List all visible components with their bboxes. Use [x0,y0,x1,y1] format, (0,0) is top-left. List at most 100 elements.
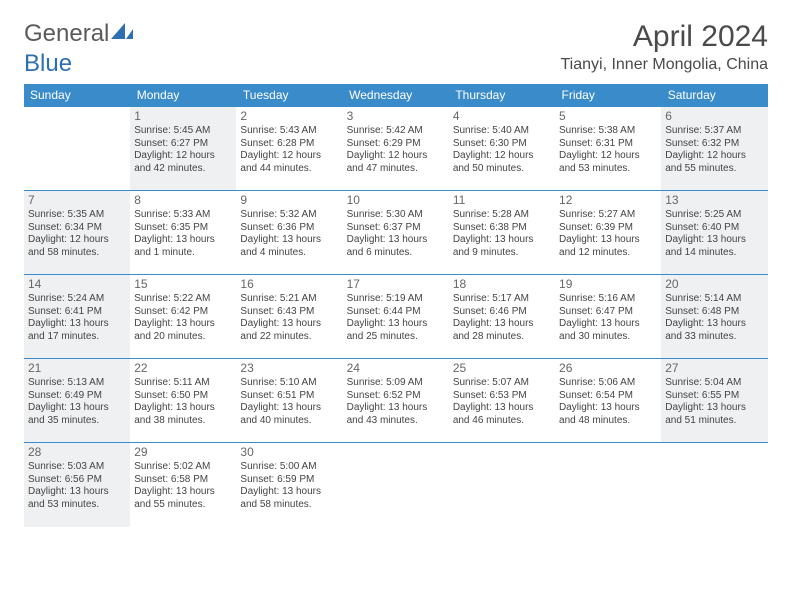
day-info-line: Sunrise: 5:33 AM [134,209,232,222]
logo-text-general: General [24,20,109,48]
calendar-cell: 3Sunrise: 5:42 AMSunset: 6:29 PMDaylight… [343,107,449,191]
day-info-line: and 51 minutes. [665,415,763,428]
day-info-line: Sunset: 6:59 PM [240,474,338,487]
calendar-cell: 7Sunrise: 5:35 AMSunset: 6:34 PMDaylight… [24,191,130,275]
day-info-line: Sunrise: 5:19 AM [347,293,445,306]
day-info-line: and 38 minutes. [134,415,232,428]
calendar-row: 7Sunrise: 5:35 AMSunset: 6:34 PMDaylight… [24,191,768,275]
day-number: 5 [559,109,657,124]
calendar-cell [24,107,130,191]
day-content: 7Sunrise: 5:35 AMSunset: 6:34 PMDaylight… [24,191,130,274]
day-info-line: Daylight: 13 hours [559,234,657,247]
day-number: 26 [559,361,657,376]
calendar-cell: 10Sunrise: 5:30 AMSunset: 6:37 PMDayligh… [343,191,449,275]
day-number: 18 [453,277,551,292]
day-info-line: Sunset: 6:47 PM [559,306,657,319]
day-info-line: Daylight: 13 hours [559,402,657,415]
day-number: 13 [665,193,763,208]
day-info-line: and 9 minutes. [453,247,551,260]
calendar-row: 21Sunrise: 5:13 AMSunset: 6:49 PMDayligh… [24,359,768,443]
day-info-line: Sunset: 6:34 PM [28,222,126,235]
day-info-line: Sunrise: 5:02 AM [134,461,232,474]
day-info-line: Sunset: 6:27 PM [134,138,232,151]
day-content: 14Sunrise: 5:24 AMSunset: 6:41 PMDayligh… [24,275,130,358]
day-content: 12Sunrise: 5:27 AMSunset: 6:39 PMDayligh… [555,191,661,274]
calendar-table: SundayMondayTuesdayWednesdayThursdayFrid… [24,84,768,527]
calendar-row: 14Sunrise: 5:24 AMSunset: 6:41 PMDayligh… [24,275,768,359]
day-info-line: Sunrise: 5:07 AM [453,377,551,390]
day-info-line: Sunrise: 5:45 AM [134,125,232,138]
day-info-line: Sunset: 6:51 PM [240,390,338,403]
day-number: 28 [28,445,126,460]
day-content: 10Sunrise: 5:30 AMSunset: 6:37 PMDayligh… [343,191,449,274]
calendar-body: 1Sunrise: 5:45 AMSunset: 6:27 PMDaylight… [24,107,768,527]
day-info-line: Sunset: 6:54 PM [559,390,657,403]
day-number: 11 [453,193,551,208]
day-number: 25 [453,361,551,376]
day-content: 13Sunrise: 5:25 AMSunset: 6:40 PMDayligh… [661,191,767,274]
day-content: 6Sunrise: 5:37 AMSunset: 6:32 PMDaylight… [661,107,767,190]
calendar-cell: 26Sunrise: 5:06 AMSunset: 6:54 PMDayligh… [555,359,661,443]
calendar-cell: 11Sunrise: 5:28 AMSunset: 6:38 PMDayligh… [449,191,555,275]
day-info-line: Sunrise: 5:27 AM [559,209,657,222]
calendar-cell: 30Sunrise: 5:00 AMSunset: 6:59 PMDayligh… [236,443,342,527]
day-info-line: Sunrise: 5:13 AM [28,377,126,390]
day-content: 26Sunrise: 5:06 AMSunset: 6:54 PMDayligh… [555,359,661,442]
day-info-line: Daylight: 13 hours [240,486,338,499]
day-info-line: Sunrise: 5:42 AM [347,125,445,138]
day-info-line: Sunset: 6:56 PM [28,474,126,487]
day-header: Tuesday [236,84,342,107]
day-info-line: Sunrise: 5:32 AM [240,209,338,222]
calendar-cell: 22Sunrise: 5:11 AMSunset: 6:50 PMDayligh… [130,359,236,443]
day-info-line: Daylight: 12 hours [665,150,763,163]
month-title: April 2024 [560,20,768,54]
day-info-line: and 48 minutes. [559,415,657,428]
day-info-line: Sunset: 6:52 PM [347,390,445,403]
calendar-cell: 6Sunrise: 5:37 AMSunset: 6:32 PMDaylight… [661,107,767,191]
day-content: 3Sunrise: 5:42 AMSunset: 6:29 PMDaylight… [343,107,449,190]
day-info-line: Sunset: 6:37 PM [347,222,445,235]
day-content: 25Sunrise: 5:07 AMSunset: 6:53 PMDayligh… [449,359,555,442]
day-info-line: Sunset: 6:40 PM [665,222,763,235]
day-info-line: Daylight: 12 hours [134,150,232,163]
day-info-line: Sunset: 6:38 PM [453,222,551,235]
day-content: 1Sunrise: 5:45 AMSunset: 6:27 PMDaylight… [130,107,236,190]
day-content: 23Sunrise: 5:10 AMSunset: 6:51 PMDayligh… [236,359,342,442]
calendar-cell: 28Sunrise: 5:03 AMSunset: 6:56 PMDayligh… [24,443,130,527]
day-number: 19 [559,277,657,292]
day-info-line: Daylight: 12 hours [347,150,445,163]
day-info-line: Daylight: 13 hours [453,234,551,247]
day-info-line: Sunrise: 5:00 AM [240,461,338,474]
day-number: 14 [28,277,126,292]
day-info-line: and 17 minutes. [28,331,126,344]
day-content: 30Sunrise: 5:00 AMSunset: 6:59 PMDayligh… [236,443,342,527]
day-info-line: Sunset: 6:35 PM [134,222,232,235]
day-number: 2 [240,109,338,124]
day-number: 4 [453,109,551,124]
day-content: 16Sunrise: 5:21 AMSunset: 6:43 PMDayligh… [236,275,342,358]
day-number: 24 [347,361,445,376]
day-content: 11Sunrise: 5:28 AMSunset: 6:38 PMDayligh… [449,191,555,274]
day-info-line: Daylight: 13 hours [453,402,551,415]
day-info-line: and 33 minutes. [665,331,763,344]
day-info-line: and 40 minutes. [240,415,338,428]
calendar-cell: 8Sunrise: 5:33 AMSunset: 6:35 PMDaylight… [130,191,236,275]
day-info-line: Sunset: 6:44 PM [347,306,445,319]
day-info-line: and 20 minutes. [134,331,232,344]
day-info-line: and 4 minutes. [240,247,338,260]
day-info-line: Sunrise: 5:10 AM [240,377,338,390]
day-number: 3 [347,109,445,124]
day-info-line: Sunrise: 5:06 AM [559,377,657,390]
day-info-line: Sunrise: 5:24 AM [28,293,126,306]
day-info-line: Sunrise: 5:14 AM [665,293,763,306]
day-info-line: and 6 minutes. [347,247,445,260]
calendar-cell: 19Sunrise: 5:16 AMSunset: 6:47 PMDayligh… [555,275,661,359]
day-content: 17Sunrise: 5:19 AMSunset: 6:44 PMDayligh… [343,275,449,358]
logo-text-blue: Blue [24,50,768,78]
day-info-line: Daylight: 12 hours [559,150,657,163]
day-info-line: Daylight: 12 hours [453,150,551,163]
calendar-cell: 27Sunrise: 5:04 AMSunset: 6:55 PMDayligh… [661,359,767,443]
day-content: 2Sunrise: 5:43 AMSunset: 6:28 PMDaylight… [236,107,342,190]
day-info-line: Sunset: 6:50 PM [134,390,232,403]
day-content: 19Sunrise: 5:16 AMSunset: 6:47 PMDayligh… [555,275,661,358]
